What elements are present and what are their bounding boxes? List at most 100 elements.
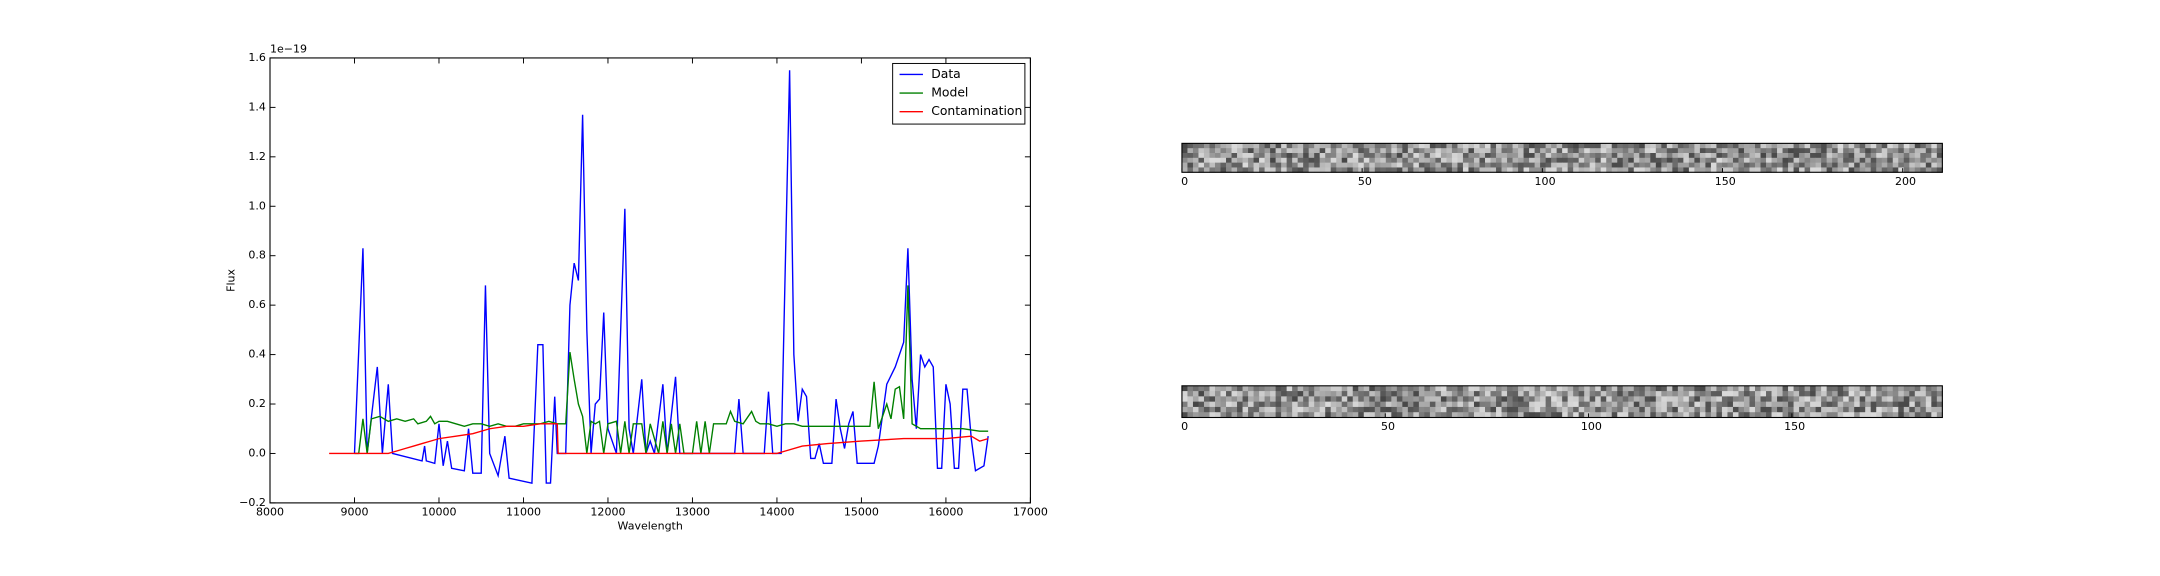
image-pixel xyxy=(1666,385,1673,392)
image-pixel xyxy=(1854,148,1861,154)
image-pixel xyxy=(1666,412,1673,418)
image-pixel xyxy=(1633,412,1640,418)
image-pixel xyxy=(1639,406,1646,413)
image-pixel xyxy=(1248,162,1254,168)
image-pixel xyxy=(1837,412,1844,418)
image-pixel xyxy=(1936,396,1943,403)
data-line xyxy=(354,285,989,455)
image-pixel xyxy=(1314,167,1321,173)
image-pixel xyxy=(1319,396,1326,403)
image-pixel xyxy=(1440,153,1447,159)
image-pixel xyxy=(1771,412,1778,418)
image-pixel xyxy=(1749,396,1756,403)
image-pixel xyxy=(1248,157,1254,164)
image-pixel xyxy=(1727,385,1734,392)
image-pixel xyxy=(1308,396,1315,403)
image-pixel xyxy=(1518,162,1524,168)
image-pixel xyxy=(1716,162,1723,168)
image-pixel xyxy=(1931,385,1938,392)
image-pixel xyxy=(1782,391,1789,397)
image-pixel xyxy=(1540,167,1547,173)
image-pixel xyxy=(1870,162,1877,168)
image-pixel xyxy=(1369,153,1376,159)
image-pixel xyxy=(1644,391,1651,397)
image-pixel xyxy=(1650,167,1657,173)
image-pixel xyxy=(1633,148,1640,154)
y-tick-label: 0.8 xyxy=(248,249,266,262)
image-pixel xyxy=(1402,401,1409,408)
image-pixel xyxy=(1815,406,1822,413)
image-pixel xyxy=(1793,396,1800,403)
image-pixel xyxy=(1837,157,1844,164)
image-pixel xyxy=(1352,167,1359,173)
image-pixel xyxy=(1231,157,1238,164)
image-pixel xyxy=(1226,153,1232,159)
image-pixel xyxy=(1705,153,1712,159)
image-pixel xyxy=(1363,412,1370,418)
image-pixel xyxy=(1749,157,1756,164)
image-pixel xyxy=(1721,385,1728,392)
image-pixel xyxy=(1385,385,1392,392)
image-pixel xyxy=(1380,385,1387,392)
image-pixel xyxy=(1281,162,1288,168)
image-pixel xyxy=(1507,157,1513,164)
image-pixel xyxy=(1749,401,1756,408)
image-pixel xyxy=(1854,396,1861,403)
image-pixel xyxy=(1578,148,1585,154)
image-pixel xyxy=(1661,412,1668,418)
image-pixel xyxy=(1540,391,1547,397)
image-pixel xyxy=(1192,157,1199,164)
image-pixel xyxy=(1876,167,1883,173)
image-pixel xyxy=(1215,396,1221,403)
image-pixel xyxy=(1374,148,1381,154)
image-pixel xyxy=(1870,153,1877,159)
image-pixel xyxy=(1672,153,1679,159)
image-pixel xyxy=(1716,385,1723,392)
image-pixel xyxy=(1865,157,1872,164)
image-pixel xyxy=(1391,157,1398,164)
image-pixel xyxy=(1936,167,1943,173)
image-pixel xyxy=(1655,153,1662,159)
image-pixel xyxy=(1187,401,1194,408)
image-pixel xyxy=(1264,162,1271,168)
image-pixel xyxy=(1512,391,1519,397)
image-pixel xyxy=(1920,406,1927,413)
image-pixel xyxy=(1683,157,1690,164)
image-pixel xyxy=(1876,396,1883,403)
image-pixel xyxy=(1699,406,1706,413)
image-pixel xyxy=(1358,157,1365,164)
image-pixel xyxy=(1788,396,1794,403)
image-pixel xyxy=(1534,153,1541,159)
image-pixel xyxy=(1451,412,1458,418)
image-pixel xyxy=(1661,153,1668,159)
image-pixel xyxy=(1286,412,1293,418)
image-pixel xyxy=(1749,153,1756,159)
image-pixel xyxy=(1468,406,1475,413)
image-pixel xyxy=(1622,157,1629,164)
image-pixel xyxy=(1352,385,1359,392)
image-pixel xyxy=(1931,396,1938,403)
image-pixel xyxy=(1435,396,1442,403)
image-pixel xyxy=(1584,412,1591,418)
image-pixel xyxy=(1573,157,1580,164)
image-pixel xyxy=(1606,148,1613,154)
image-pixel xyxy=(1755,396,1761,403)
image-pixel xyxy=(1584,385,1591,392)
image-pixel xyxy=(1396,148,1403,154)
image-pixel xyxy=(1336,162,1343,168)
image-pixel xyxy=(1832,396,1839,403)
image-pixel xyxy=(1341,401,1348,408)
image-pixel xyxy=(1584,167,1591,173)
image-pixel xyxy=(1843,396,1850,403)
image-pixel xyxy=(1876,162,1883,168)
image-pixel xyxy=(1694,396,1701,403)
image-pixel xyxy=(1451,153,1458,159)
image-pixel xyxy=(1490,406,1497,413)
image-pixel xyxy=(1551,391,1558,397)
image-pixel xyxy=(1771,143,1778,149)
image-pixel xyxy=(1429,148,1436,154)
image-pixel xyxy=(1881,162,1888,168)
image-pixel xyxy=(1870,385,1877,392)
image-pixel xyxy=(1782,162,1789,168)
image-pixel xyxy=(1413,162,1420,168)
